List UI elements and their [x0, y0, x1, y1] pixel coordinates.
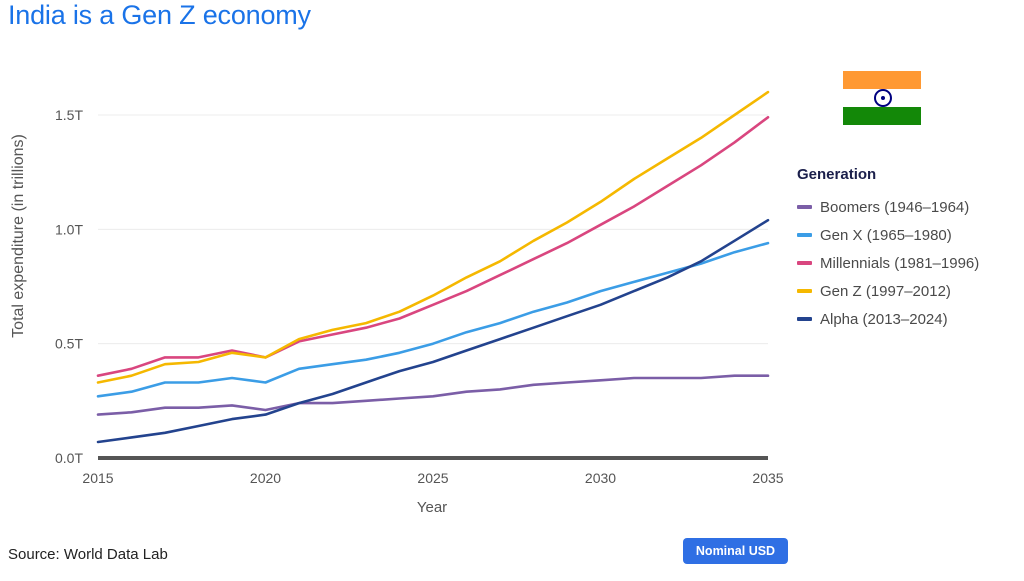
- y-tick-label: 0.0T: [55, 450, 83, 466]
- flag-saffron-band: [843, 71, 921, 89]
- legend-label: Millennials (1981–1996): [820, 254, 980, 272]
- ashoka-chakra-icon: [874, 89, 892, 107]
- y-tick-label: 1.5T: [55, 107, 83, 123]
- x-tick-label: 2020: [250, 470, 281, 486]
- y-tick-label: 0.5T: [55, 336, 83, 352]
- series-line-gen: [96, 241, 770, 398]
- legend-swatch: [797, 205, 812, 209]
- series-line-alpha: [96, 218, 770, 444]
- legend-swatch: [797, 261, 812, 265]
- x-axis-title: Year: [417, 499, 447, 516]
- legend-swatch: [797, 317, 812, 321]
- legend-label: Alpha (2013–2024): [820, 310, 948, 328]
- legend-swatch: [797, 233, 812, 237]
- legend-title: Generation: [797, 166, 877, 183]
- legend-label: Gen Z (1997–2012): [820, 282, 951, 300]
- legend-swatch: [797, 289, 812, 293]
- legend-item[interactable]: Alpha (2013–2024): [797, 305, 979, 333]
- legend-item[interactable]: Boomers (1946–1964): [797, 193, 979, 221]
- series-line-millennials: [96, 116, 770, 378]
- series-line-boomers: [96, 374, 770, 416]
- legend-label: Gen X (1965–1980): [820, 226, 952, 244]
- nominal-usd-badge[interactable]: Nominal USD: [683, 538, 788, 564]
- flag-white-band: [843, 89, 921, 107]
- x-tick-label: 2030: [585, 470, 616, 486]
- legend-item[interactable]: Gen Z (1997–2012): [797, 277, 979, 305]
- legend-label: Boomers (1946–1964): [820, 198, 970, 216]
- x-tick-label: 2025: [417, 470, 448, 486]
- y-tick-label: 1.0T: [55, 221, 83, 237]
- legend-item[interactable]: Millennials (1981–1996): [797, 249, 979, 277]
- legend-item[interactable]: Gen X (1965–1980): [797, 221, 979, 249]
- flag-green-band: [843, 107, 921, 125]
- series-line-gen: [96, 90, 770, 384]
- x-tick-label: 2035: [752, 470, 783, 486]
- y-axis-title: Total expenditure (in trillions): [10, 134, 27, 338]
- legend: Boomers (1946–1964) Gen X (1965–1980) Mill…: [797, 193, 979, 333]
- india-flag-icon: [843, 71, 921, 125]
- source-note: Source: World Data Lab: [8, 546, 168, 563]
- x-tick-label: 2015: [82, 470, 113, 486]
- chart-title: India is a Gen Z economy: [8, 0, 311, 30]
